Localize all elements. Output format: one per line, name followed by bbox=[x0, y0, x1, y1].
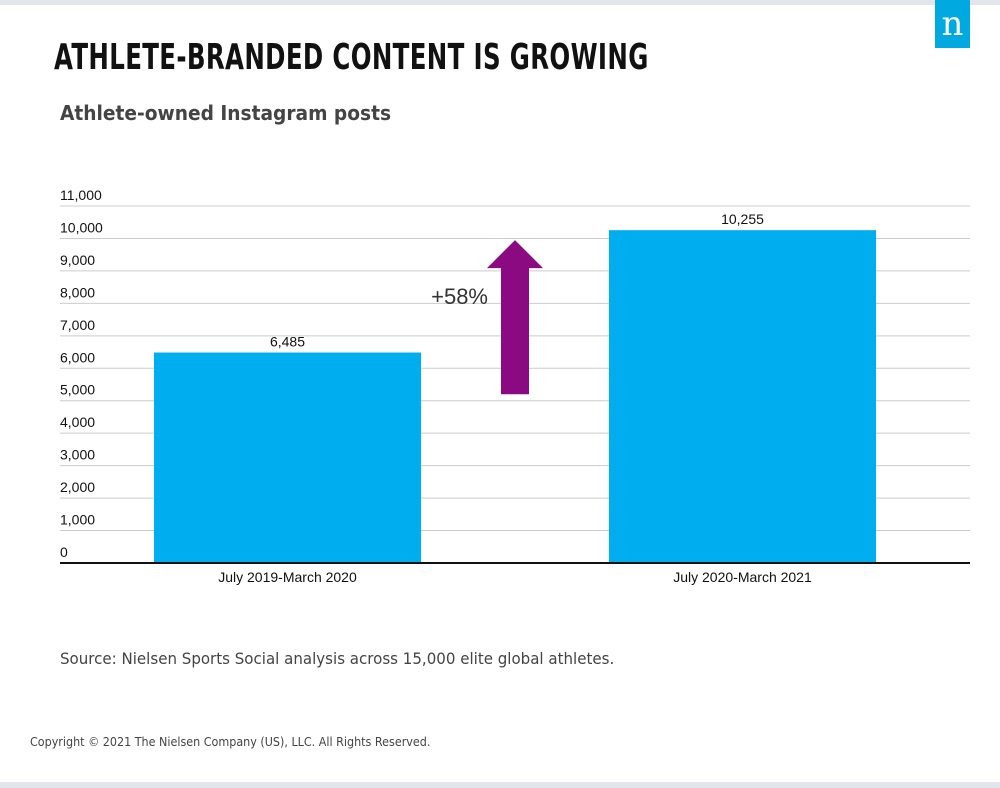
x-category-label: July 2020-March 2021 bbox=[673, 569, 812, 585]
growth-annotation: +58% bbox=[431, 240, 543, 395]
bar bbox=[608, 230, 877, 563]
y-axis-tick-labels: 0 1,000 2,000 3,000 4,000 5,000 6,000 7,000 8,00… bbox=[60, 187, 103, 560]
logo-letter: n bbox=[941, 4, 964, 44]
chart-title: Athlete-owned Instagram posts bbox=[60, 101, 392, 125]
bar-value-label: 10,255 bbox=[721, 211, 764, 227]
y-tick-label: 5,000 bbox=[60, 382, 95, 398]
y-tick-label: 3,000 bbox=[60, 447, 95, 463]
y-tick-label: 11,000 bbox=[60, 187, 102, 203]
page-title: ATHLETE-BRANDED CONTENT IS GROWING bbox=[54, 37, 649, 78]
y-tick-label: 7,000 bbox=[60, 317, 95, 333]
y-tick-label: 10,000 bbox=[60, 219, 103, 235]
nielsen-logo: n bbox=[935, 0, 970, 48]
y-tick-label: 1,000 bbox=[60, 512, 95, 528]
bars: 6,485 10,255 bbox=[153, 211, 877, 563]
y-tick-label: 6,000 bbox=[60, 349, 95, 365]
x-category-label: July 2019-March 2020 bbox=[218, 569, 357, 585]
top-border bbox=[0, 0, 1000, 5]
y-tick-label: 4,000 bbox=[60, 414, 95, 430]
y-tick-label: 9,000 bbox=[60, 252, 95, 268]
bar-value-label: 6,485 bbox=[270, 334, 305, 350]
bar-chart: 0 1,000 2,000 3,000 4,000 5,000 6,000 7,000 8,00… bbox=[60, 187, 970, 585]
bar bbox=[153, 352, 422, 563]
growth-arrow bbox=[487, 240, 543, 395]
copyright-note: Copyright © 2021 The Nielsen Company (US… bbox=[30, 735, 431, 749]
x-axis-category-labels: July 2019-March 2020 July 2020-March 2021 bbox=[218, 569, 812, 585]
y-tick-label: 0 bbox=[60, 544, 68, 560]
growth-percent-label: +58% bbox=[431, 284, 488, 309]
y-tick-label: 2,000 bbox=[60, 479, 95, 495]
bottom-border bbox=[0, 782, 1000, 788]
source-note: Source: Nielsen Sports Social analysis a… bbox=[60, 649, 615, 668]
y-tick-label: 8,000 bbox=[60, 284, 95, 300]
